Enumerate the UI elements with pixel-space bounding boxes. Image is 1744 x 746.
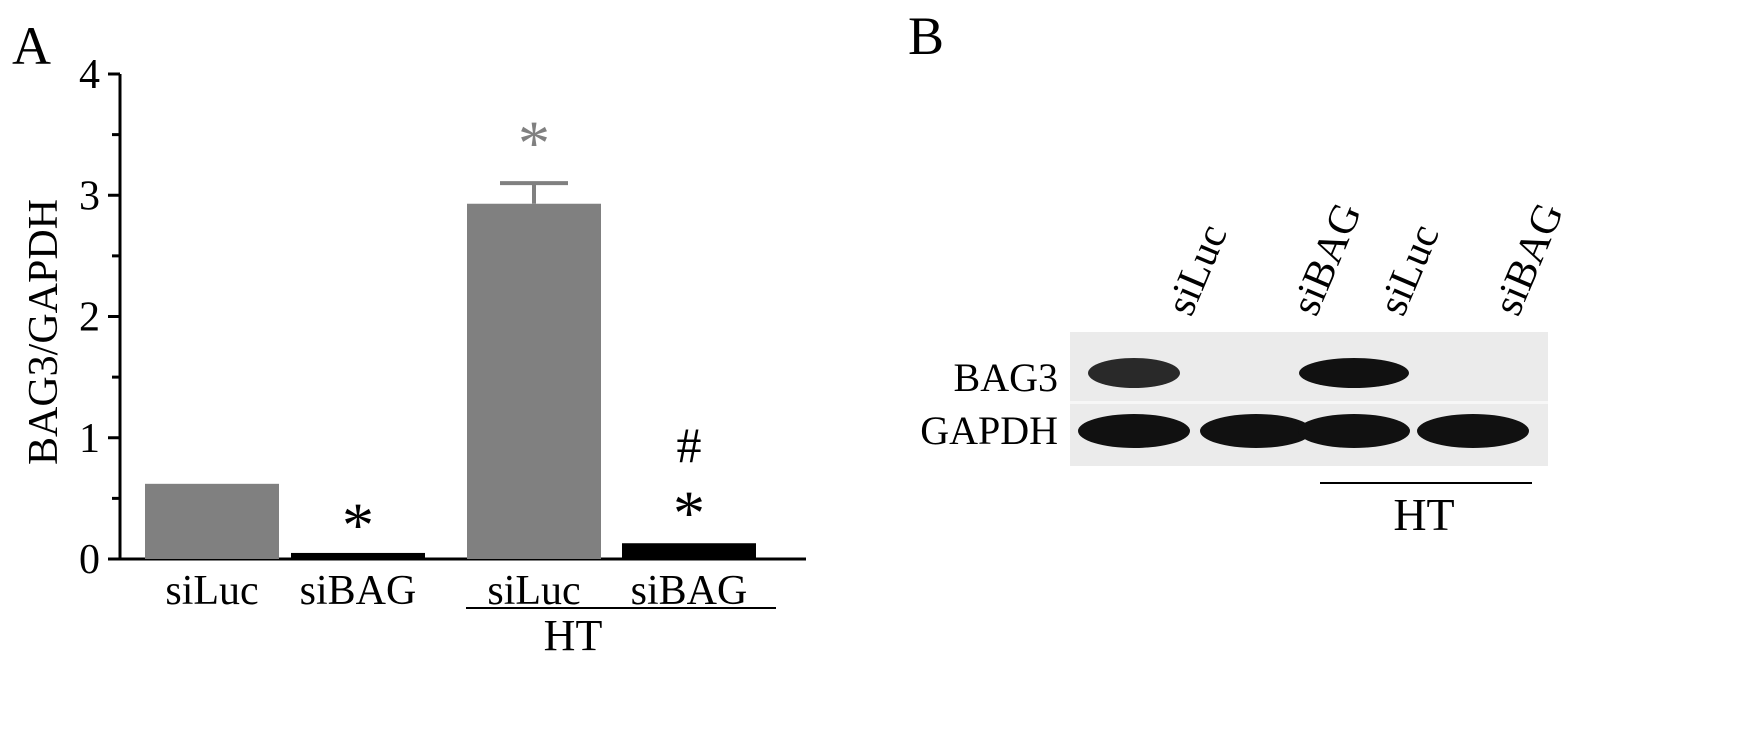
lane-labels: siLuc siBAG siLuc siBAG — [1158, 197, 1573, 322]
panel-a: A BAG3/GAPDH 0 1 2 3 4 siLuc siBAG siLuc siBAG * *… — [12, 16, 806, 660]
bar — [622, 543, 756, 559]
x-tick-label: siBAG — [300, 568, 417, 614]
significance-hash: # — [677, 417, 702, 473]
ht-group-label: HT — [544, 611, 603, 660]
y-tick-label: 4 — [79, 52, 100, 98]
western-blot — [1070, 332, 1548, 466]
row-label-bag3: BAG3 — [954, 355, 1058, 400]
blot-band-gapdh — [1200, 414, 1312, 448]
x-tick-label: siBAG — [631, 568, 748, 614]
lane-label: siBAG — [1283, 197, 1371, 322]
significance-star: * — [518, 108, 550, 179]
blot-ht-group-label: HT — [1393, 489, 1454, 540]
panel-a-letter: A — [12, 16, 51, 76]
y-tick-label: 3 — [79, 173, 100, 219]
x-tick-label: siLuc — [487, 568, 580, 614]
y-tick-label: 0 — [79, 537, 100, 583]
blot-band-gapdh — [1417, 414, 1529, 448]
y-axis-label: BAG3/GAPDH — [21, 199, 67, 465]
blot-band-gapdh — [1298, 414, 1410, 448]
lane-label: siLuc — [1370, 218, 1449, 322]
bar — [145, 483, 279, 559]
significance-star: * — [673, 477, 705, 548]
blot-row-divider — [1070, 401, 1548, 404]
y-tick-label: 2 — [79, 295, 100, 341]
row-label-gapdh: GAPDH — [920, 408, 1058, 453]
x-tick-label: siLuc — [165, 568, 258, 614]
panel-b-letter: B — [908, 6, 944, 66]
bands — [1078, 358, 1529, 448]
bar — [291, 552, 425, 559]
bar — [467, 203, 601, 560]
lane-label: siLuc — [1158, 218, 1237, 322]
panel-b: B siLuc siBAG siLuc siBAG BAG3 GAPDH HT — [908, 6, 1573, 540]
blot-band-gapdh — [1078, 414, 1190, 448]
y-tick-label: 1 — [79, 416, 100, 462]
lane-label: siBAG — [1485, 197, 1573, 322]
significance-star: * — [342, 490, 374, 561]
blot-band-bag3 — [1088, 358, 1180, 388]
blot-band-bag3 — [1299, 358, 1409, 388]
